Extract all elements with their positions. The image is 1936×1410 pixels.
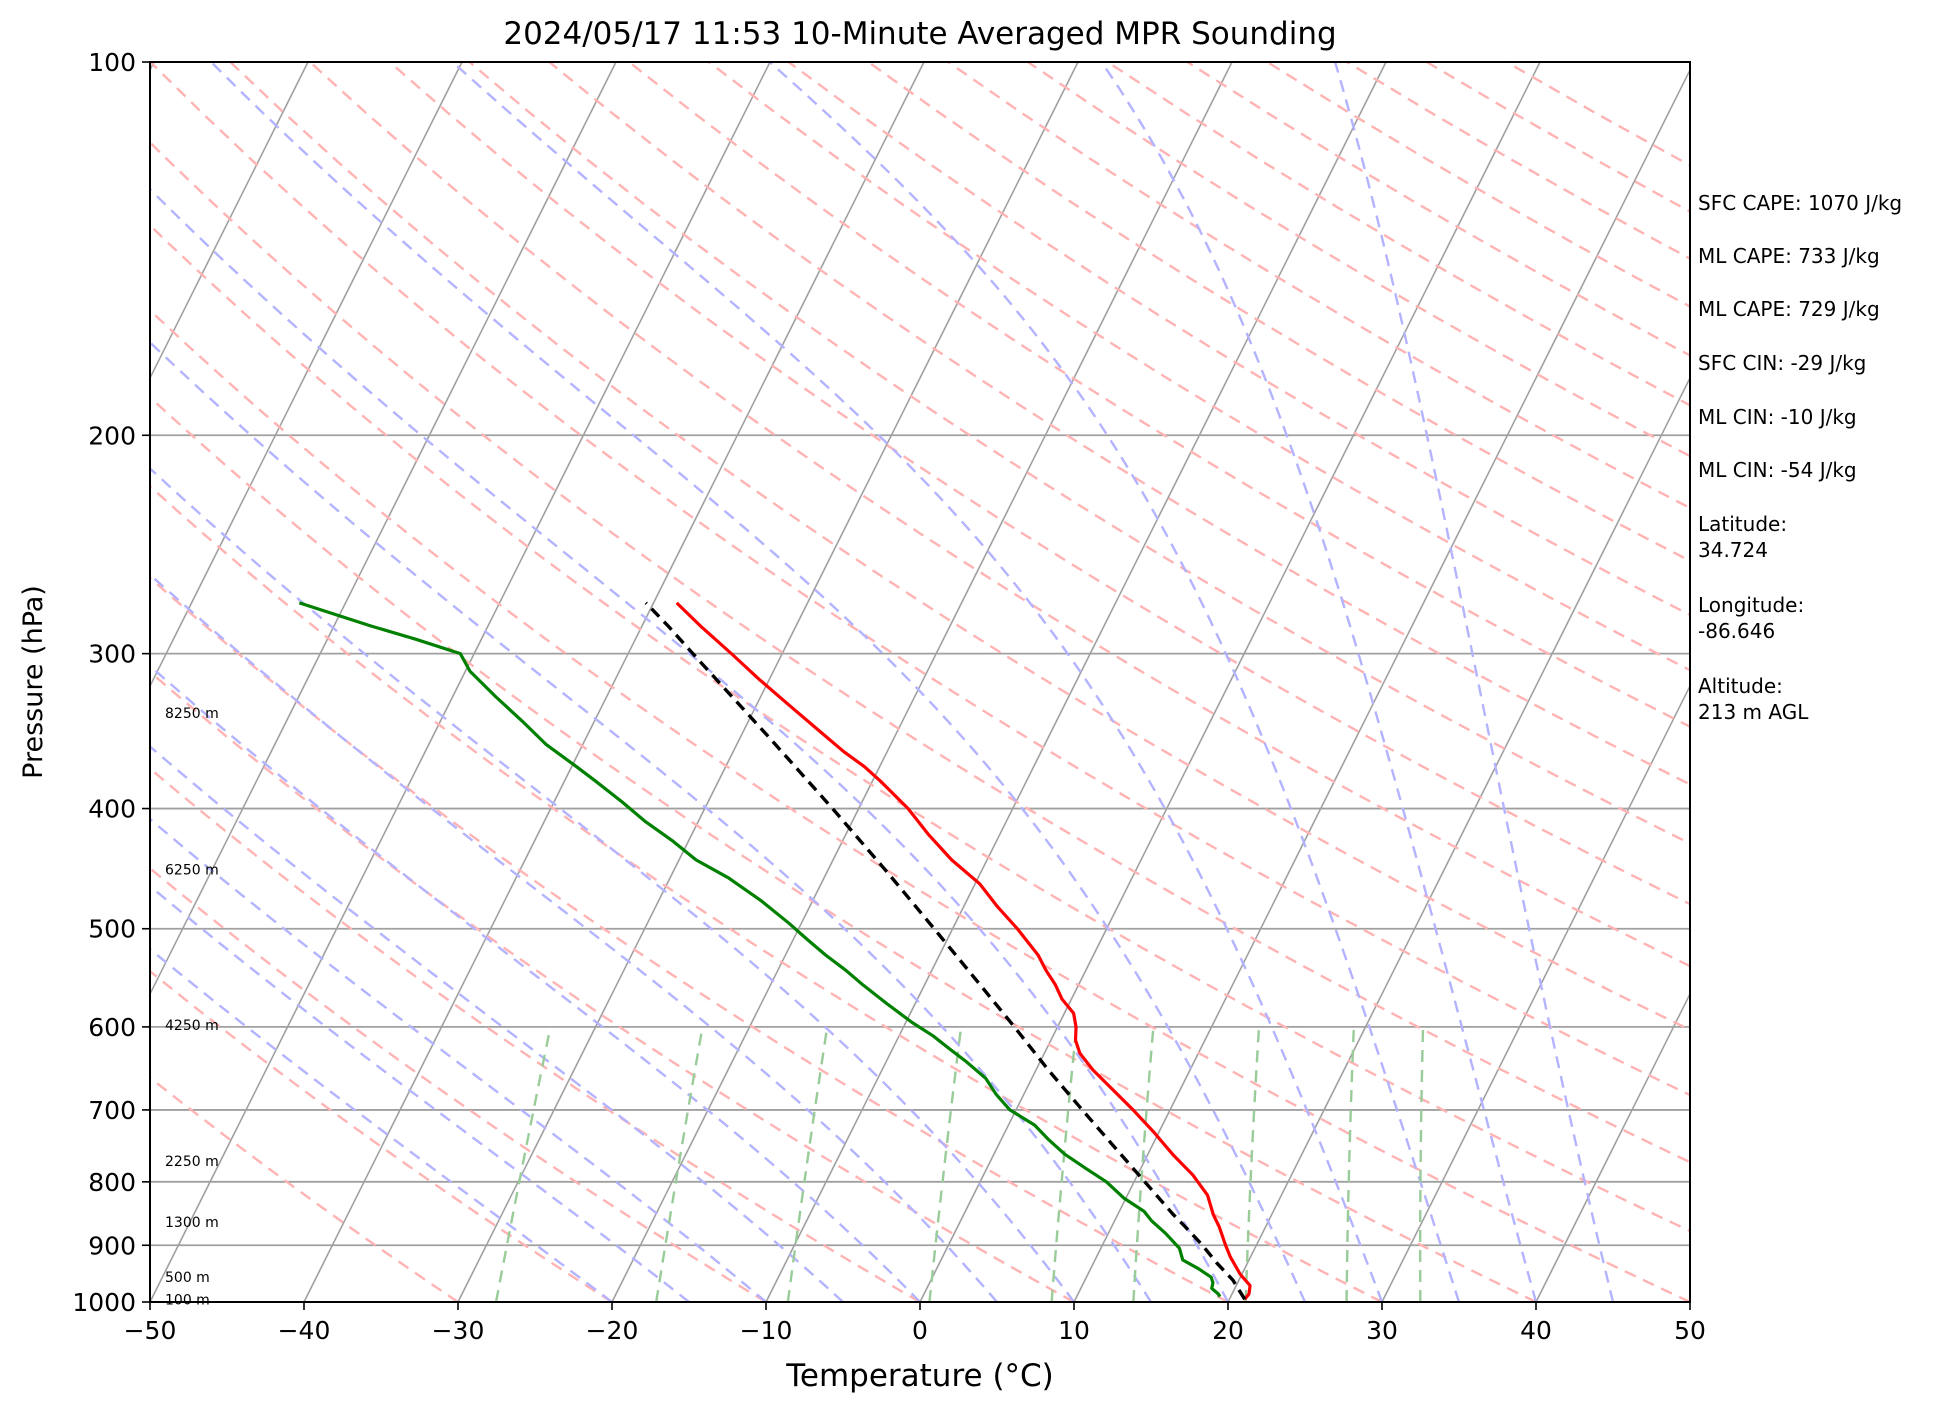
isotherm--50 [150, 62, 771, 1302]
moist-adiabat [150, 466, 1075, 1302]
mixing-ratio-line [1050, 1026, 1078, 1302]
x-tick-label: −10 [740, 1316, 793, 1345]
y-tick-label: 900 [88, 1231, 136, 1260]
side-info-altitude: Altitude: 213 m AGL [1698, 674, 1809, 724]
moist-adiabat [150, 340, 1153, 1302]
dry-adiabat [150, 62, 1690, 1097]
mixing-ratio-line [786, 1026, 829, 1302]
height-label: 4250 m [165, 1018, 219, 1034]
x-tick-label: −50 [124, 1316, 177, 1345]
dry-adiabat [309, 62, 1690, 968]
moist-adiabat [1100, 62, 1538, 1302]
isotherm-20 [1227, 376, 1690, 1302]
plot-frame [149, 61, 1691, 1303]
side-info-ml-cin-2: ML CIN: -54 J/kg [1698, 458, 1857, 482]
moist-adiabat [150, 187, 1230, 1302]
height-label: 2250 m [165, 1154, 219, 1170]
dry-adiabat [150, 670, 1075, 1302]
y-tick-label: 1000 [72, 1288, 136, 1317]
height-label: 100 m [165, 1292, 210, 1308]
moist-adiabat [150, 664, 921, 1302]
isotherm-10 [1073, 68, 1690, 1302]
isotherm--10 [765, 62, 1387, 1302]
side-info-ml-cape-2: ML CAPE: 729 J/kg [1698, 297, 1880, 321]
side-info-latitude: Latitude: 34.724 [1698, 512, 1788, 562]
height-label: 8250 m [165, 706, 219, 722]
dry-adiabat [150, 140, 1690, 1164]
y-tick-label: 700 [88, 1096, 136, 1125]
x-tick-label: 10 [1058, 1316, 1090, 1345]
moist-adiabat [150, 817, 767, 1302]
dry-adiabat [867, 62, 1690, 563]
dry-adiabat [229, 62, 1690, 1032]
dry-adiabat [150, 866, 767, 1302]
x-tick-label: −40 [278, 1316, 331, 1345]
mixing-ratio-line [1132, 1026, 1155, 1302]
y-tick-label: 600 [88, 1013, 136, 1042]
y-tick-label: 100 [88, 48, 136, 77]
dry-adiabat [150, 223, 1690, 1233]
isotherm-0 [919, 62, 1541, 1302]
isotherm-40 [1535, 992, 1690, 1302]
mixing-ratio-line [655, 1026, 704, 1302]
isotherm--60 [150, 62, 617, 996]
moist-adiabat [451, 62, 1384, 1302]
x-tick-label: 0 [912, 1316, 928, 1345]
x-tick-label: 50 [1674, 1316, 1706, 1345]
dry-adiabat [150, 576, 1229, 1302]
mixing-ratio-line [1244, 1026, 1261, 1302]
mixing-ratio-line [1418, 1026, 1425, 1302]
side-info-sfc-cape: SFC CAPE: 1070 J/kg [1698, 191, 1903, 215]
height-label: 1300 m [165, 1215, 219, 1231]
moist-adiabat [210, 62, 1307, 1302]
side-info-longitude: Longitude: -86.646 [1698, 593, 1805, 643]
isotherm--20 [611, 62, 1233, 1302]
mixing-ratio-line [1345, 1026, 1356, 1302]
moist-adiabat [768, 62, 1461, 1302]
dry-adiabat [548, 62, 1690, 786]
height-label: 6250 m [165, 863, 219, 879]
dry-adiabat [628, 62, 1690, 728]
dry-adiabat [388, 62, 1690, 906]
mixing-ratio-line [494, 1026, 552, 1302]
side-info-ml-cape-1: ML CAPE: 733 J/kg [1698, 244, 1880, 268]
dewpoint-line [298, 601, 1222, 1298]
isotherm--70 [150, 62, 463, 688]
side-info-ml-cin-1: ML CIN: -10 J/kg [1698, 405, 1857, 429]
x-tick-label: −30 [432, 1316, 485, 1345]
dry-adiabat [150, 308, 1690, 1302]
moist-adiabat [150, 947, 613, 1302]
mixing-ratio-line [928, 1026, 963, 1302]
moist-adiabat [150, 884, 690, 1302]
chart-title: 2024/05/17 11:53 10-Minute Averaged MPR … [503, 16, 1336, 52]
parcel-line [644, 601, 1247, 1301]
side-info-sfc-cin: SFC CIN: -29 J/kg [1698, 351, 1867, 375]
dry-adiabat [150, 1076, 459, 1302]
x-axis-label: Temperature (°C) [785, 1358, 1054, 1394]
x-tick-label: 40 [1520, 1316, 1552, 1345]
y-tick-label: 400 [88, 795, 136, 824]
moist-adiabat [1333, 62, 1615, 1302]
x-tick-label: 20 [1212, 1316, 1244, 1345]
temperature-line [675, 601, 1252, 1301]
y-tick-label: 500 [88, 915, 136, 944]
y-axis-label: Pressure (hPa) [18, 585, 49, 779]
dry-adiabat [150, 767, 921, 1302]
y-tick-label: 200 [88, 421, 136, 450]
y-tick-label: 300 [88, 640, 136, 669]
y-tick-label: 800 [88, 1168, 136, 1197]
isotherm--30 [457, 62, 1079, 1302]
isotherm-30 [1381, 684, 1690, 1302]
isotherm--80 [150, 62, 309, 380]
x-tick-label: 30 [1366, 1316, 1398, 1345]
height-label: 500 m [165, 1270, 210, 1286]
x-tick-label: −20 [586, 1316, 639, 1345]
